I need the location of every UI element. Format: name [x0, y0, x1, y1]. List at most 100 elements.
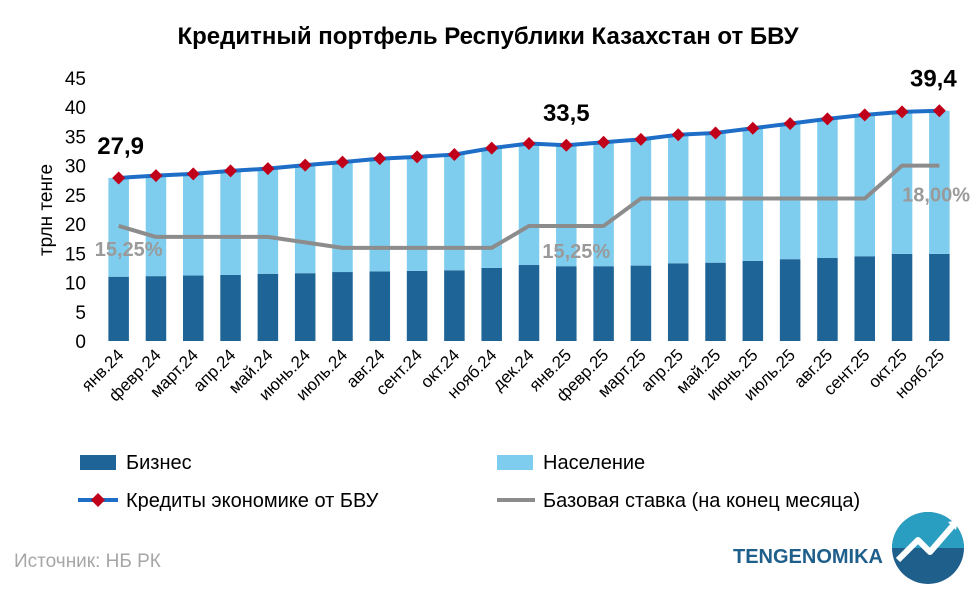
bar-business	[406, 270, 428, 341]
data-label: 33,5	[543, 100, 590, 127]
source-note: Источник: НБ РК	[14, 551, 161, 572]
data-labels: 27,9 33,5 39,4 15,25% 15,25% 18,00%	[95, 66, 970, 263]
line-base-rate	[118, 163, 940, 250]
line-marker-total	[335, 155, 349, 169]
bar-population	[294, 165, 316, 274]
legend-label-rate: Базовая ставка (на конец месяца)	[543, 490, 860, 512]
line-marker-total	[261, 162, 275, 176]
bar-population	[444, 154, 465, 271]
y-tick-label: 10	[65, 274, 86, 295]
line-marker-total	[932, 104, 946, 118]
bar-population	[257, 168, 279, 274]
data-label: 27,9	[97, 133, 144, 160]
y-tick-label: 30	[65, 157, 86, 178]
line-marker-total	[746, 121, 760, 135]
bar-population	[183, 173, 204, 276]
bar-population	[406, 156, 428, 271]
bar-business	[854, 256, 875, 341]
bar-business	[929, 253, 950, 341]
line-marker-total	[895, 105, 909, 119]
bar-business	[257, 273, 279, 341]
line-marker-total	[298, 158, 312, 172]
line-marker-total	[709, 126, 723, 140]
legend-label-population: Население	[543, 452, 645, 474]
y-tick-label: 15	[65, 244, 86, 265]
bar-business	[667, 263, 689, 341]
line-marker-total	[783, 117, 797, 131]
line-marker-total	[820, 112, 834, 126]
bar-population	[817, 118, 838, 259]
bar-population	[593, 142, 614, 267]
chart-title: Кредитный портфель Республики Казахстан …	[177, 23, 799, 50]
bars-group	[108, 110, 950, 341]
line-marker-total	[671, 128, 685, 142]
line-marker-total	[858, 108, 872, 122]
bar-population	[518, 143, 540, 266]
brand-logo: TENGENOMIKA	[733, 512, 964, 584]
bar-business	[444, 270, 465, 341]
bar-business	[742, 260, 764, 341]
brand-name: TENGENOMIKA	[733, 546, 883, 568]
y-tick-label: 25	[65, 186, 86, 207]
line-marker-total	[410, 150, 424, 164]
legend: Бизнес Население Кредиты экономике от БВ…	[78, 452, 860, 512]
bar-business	[593, 266, 614, 341]
bar-population	[220, 170, 241, 275]
legend-label-business: Бизнес	[126, 452, 192, 474]
bar-business	[145, 276, 167, 341]
bar-business	[518, 265, 540, 341]
bar-population	[854, 114, 875, 257]
data-label: 15,25%	[542, 241, 610, 263]
bar-business	[481, 267, 502, 341]
y-axis-label: трлн тенге	[36, 164, 57, 256]
line-marker-total	[597, 135, 611, 149]
lines-group	[112, 104, 946, 250]
bar-business	[294, 273, 316, 341]
bar-population	[929, 110, 950, 254]
y-tick-label: 20	[65, 215, 86, 236]
bar-business	[556, 266, 577, 341]
bar-business	[705, 262, 726, 341]
y-tick-label: 45	[65, 69, 86, 90]
line-marker-total	[112, 171, 126, 185]
bar-population	[779, 123, 801, 260]
line-marker-total	[559, 138, 573, 152]
line-marker-total	[522, 136, 536, 150]
y-tick-label: 5	[75, 303, 86, 324]
legend-swatch-population	[497, 455, 533, 470]
bar-population	[556, 145, 577, 267]
bar-business	[369, 271, 391, 341]
brand-emblem-icon	[892, 512, 964, 584]
data-label: 18,00%	[902, 185, 970, 207]
legend-swatch-business	[80, 455, 116, 470]
line-marker-total	[149, 169, 163, 183]
legend-label-loans: Кредиты экономике от БВУ	[126, 490, 379, 512]
bar-population	[481, 148, 502, 268]
bar-population	[742, 128, 764, 261]
line-marker-total	[224, 164, 238, 178]
bar-business	[108, 276, 129, 341]
bar-business	[891, 253, 913, 341]
line-marker-total	[373, 152, 387, 166]
bar-business	[220, 274, 241, 341]
y-tick-label: 0	[75, 332, 86, 353]
bar-population	[332, 162, 353, 273]
bar-business	[779, 259, 801, 341]
bar-population	[891, 111, 913, 254]
line-marker-total	[447, 148, 461, 162]
y-axis-ticks: 0 5 10 15 20 25 30 35 40 45	[65, 69, 86, 353]
bar-population	[145, 175, 167, 277]
bar-business	[817, 258, 838, 341]
bar-business	[332, 272, 353, 341]
bar-population	[369, 158, 391, 272]
y-tick-label: 40	[65, 98, 86, 119]
x-axis-ticks: янв.24февр.24март.24апр.24май.24июнь.24и…	[78, 345, 948, 405]
bar-population	[630, 139, 652, 266]
bar-business	[630, 265, 652, 341]
line-marker-total	[186, 167, 200, 181]
line-marker-total	[485, 141, 499, 155]
line-marker-total	[634, 132, 648, 146]
data-label: 39,4	[910, 66, 957, 93]
bar-business	[183, 275, 204, 341]
